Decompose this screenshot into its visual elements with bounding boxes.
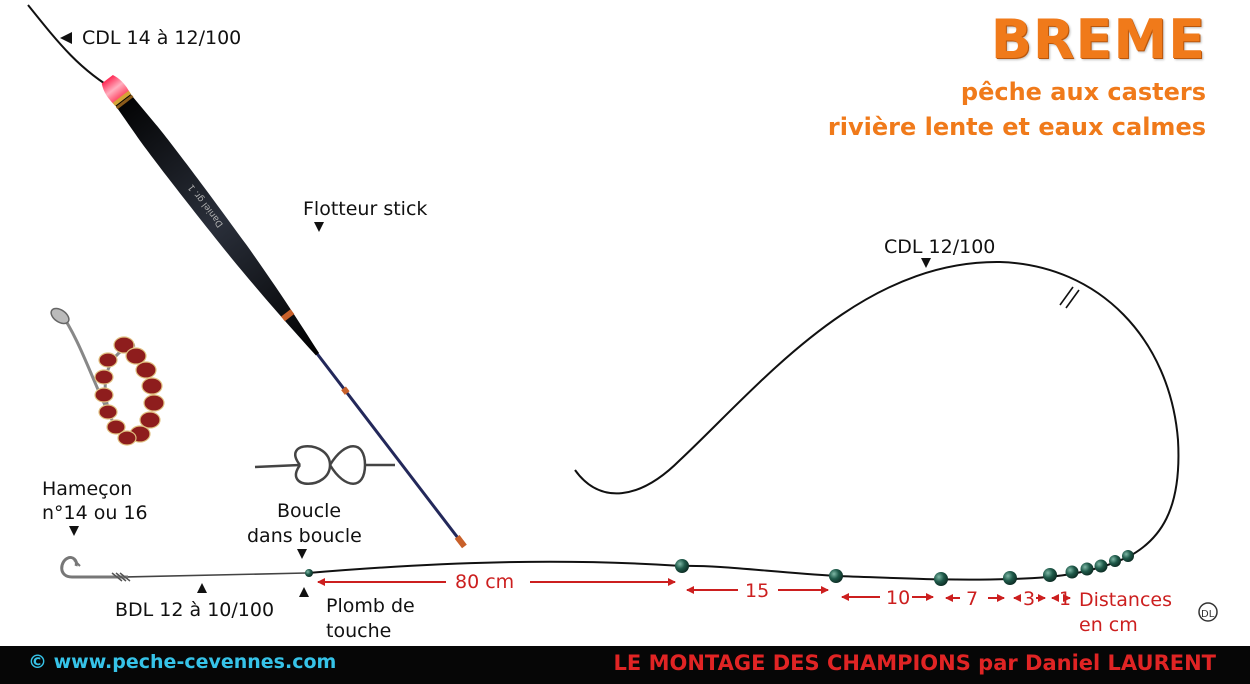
stick-float: Daniel gr. 1 (101, 75, 467, 549)
shot-line (307, 556, 1129, 581)
footer-website-link[interactable]: © www.peche-cevennes.com (28, 651, 337, 673)
subtitle-line1: pêche aux casters (960, 78, 1206, 106)
pointer-left-icon (60, 32, 72, 44)
rig-diagram: Daniel gr. 1 (27, 4, 1218, 642)
subtitle-line2: rivière lente et eaux calmes (827, 113, 1206, 141)
signature-mark: DL (1198, 602, 1218, 622)
label-cdl-main: CDL 14 à 12/100 (82, 27, 241, 49)
line-break-mark-2 (1065, 289, 1080, 309)
pointer-down-icon (297, 549, 307, 559)
hook (60, 556, 131, 582)
distance-dimensions (317, 578, 1071, 602)
split-shots (305, 550, 1134, 586)
label-hook-line2: n°14 ou 16 (42, 502, 148, 524)
distance-0: 80 cm (455, 571, 514, 593)
hooklength-line (123, 572, 307, 578)
shot (1043, 568, 1057, 582)
caster-bait-illustration (50, 307, 165, 446)
shot-plomb-touche (305, 569, 313, 577)
shot (829, 569, 843, 583)
pointer-markers (60, 32, 931, 597)
distance-3: 7 (966, 588, 978, 610)
label-plomb-line1: Plomb de (326, 595, 415, 617)
pointer-up-icon (197, 583, 207, 593)
label-plomb-line2: touche (326, 620, 391, 642)
loop-in-loop-knot (254, 445, 395, 485)
label-cdl-loop: CDL 12/100 (884, 236, 995, 258)
label-loop-line2: dans boucle (247, 525, 362, 547)
label-bdl: BDL 12 à 10/100 (115, 599, 274, 621)
shot (1094, 559, 1108, 573)
pointer-down-icon (921, 258, 931, 268)
distance-2: 10 (886, 587, 910, 609)
distance-4: 3 (1023, 588, 1035, 610)
distance-1: 15 (745, 580, 769, 602)
pointer-up-icon (299, 587, 309, 597)
pointer-down-icon (314, 222, 324, 232)
shot (934, 572, 948, 586)
loop-line (574, 260, 1180, 558)
pointer-down-icon (69, 526, 79, 536)
shot (1122, 550, 1134, 562)
label-distances-line1: Distances (1079, 589, 1172, 611)
footer-credit: LE MONTAGE DES CHAMPIONS par Daniel LAUR… (613, 651, 1216, 675)
svg-text:DL: DL (1201, 609, 1215, 620)
distance-5: 1 (1059, 588, 1071, 610)
footer-bar: © www.peche-cevennes.com LE MONTAGE DES … (0, 646, 1250, 684)
shot (1065, 565, 1079, 579)
shot (1109, 555, 1121, 567)
label-loop-line1: Boucle (277, 500, 341, 522)
shot (1003, 571, 1017, 585)
label-float: Flotteur stick (303, 198, 427, 220)
shot (1080, 562, 1094, 576)
label-hook-line1: Hameçon (42, 478, 132, 500)
line-break-mark (1059, 286, 1074, 306)
shot (675, 559, 689, 573)
page-title: BREME (990, 8, 1206, 71)
label-distances-line2: en cm (1079, 614, 1138, 636)
